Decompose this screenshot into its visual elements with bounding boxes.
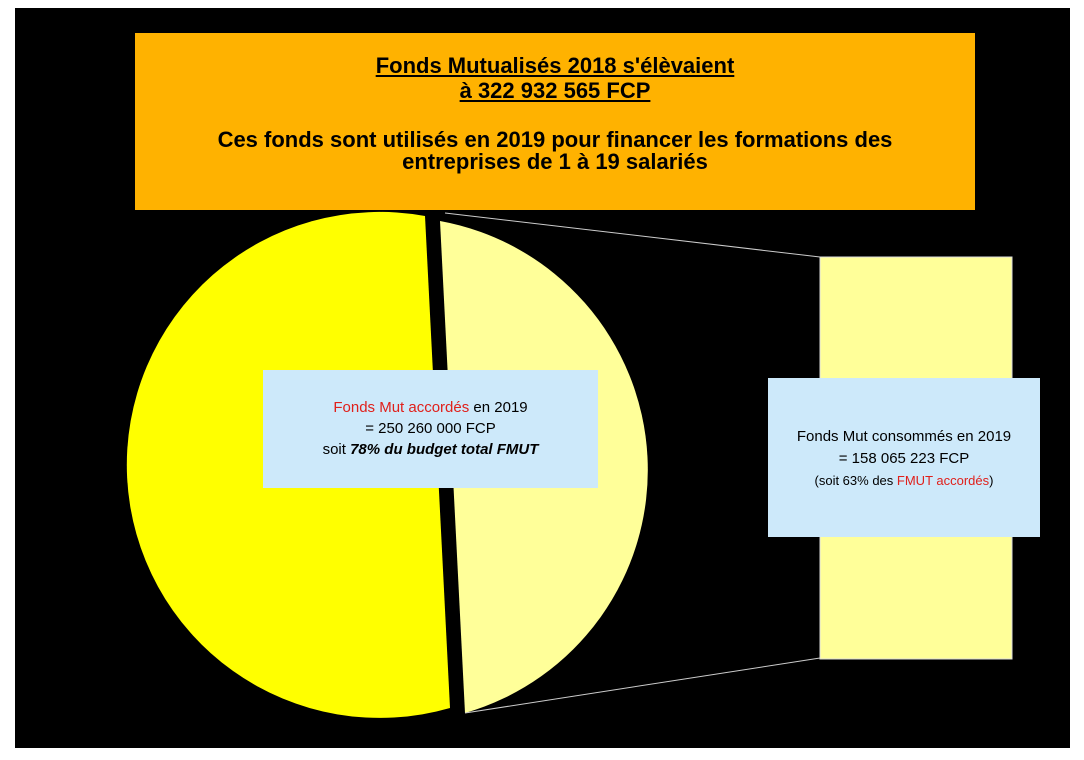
text: soit [322, 441, 346, 458]
subtitle: Ces fonds sont utilisés en 2019 pour fin… [135, 129, 975, 173]
amount: = 250 260 000 FCP [365, 420, 496, 437]
title-line: à 322 932 565 FCP [459, 78, 651, 103]
header: Fonds Mutualisés 2018 s'élèvaient à 322 … [135, 33, 975, 210]
line: Fonds Mut accordés en 2019 [263, 397, 598, 418]
connector [444, 212, 821, 258]
share: 78% du budget total FMUT [350, 441, 539, 458]
title: Fonds Mutualisés 2018 s'élèvaient à 322 … [135, 53, 975, 103]
amount: = 158 065 223 FCP [838, 450, 970, 467]
title-line: Fonds Mutualisés 2018 s'élèvaient [375, 53, 735, 78]
subtitle-line: entreprises de 1 à 19 salariés [402, 149, 708, 174]
text: ) [989, 473, 994, 488]
right-box: Fonds Mut consommés en 2019 = 158 065 22… [768, 378, 1040, 537]
highlight: FMUT accordés [896, 473, 990, 488]
line: Fonds Mut consommés en 2019 [796, 428, 1012, 445]
line: soit 78% du budget total FMUT [263, 439, 598, 460]
highlight: Fonds Mut accordés [333, 399, 470, 416]
text: en 2019 [473, 399, 528, 416]
note: (soit 63% des FMUT accordés) [768, 470, 1040, 492]
connector [464, 657, 821, 714]
subtitle-line: Ces fonds sont utilisés en 2019 pour fin… [217, 127, 893, 152]
left-box: Fonds Mut accordés en 2019 = 250 260 000… [263, 370, 598, 488]
text: (soit 63% des [814, 473, 894, 488]
